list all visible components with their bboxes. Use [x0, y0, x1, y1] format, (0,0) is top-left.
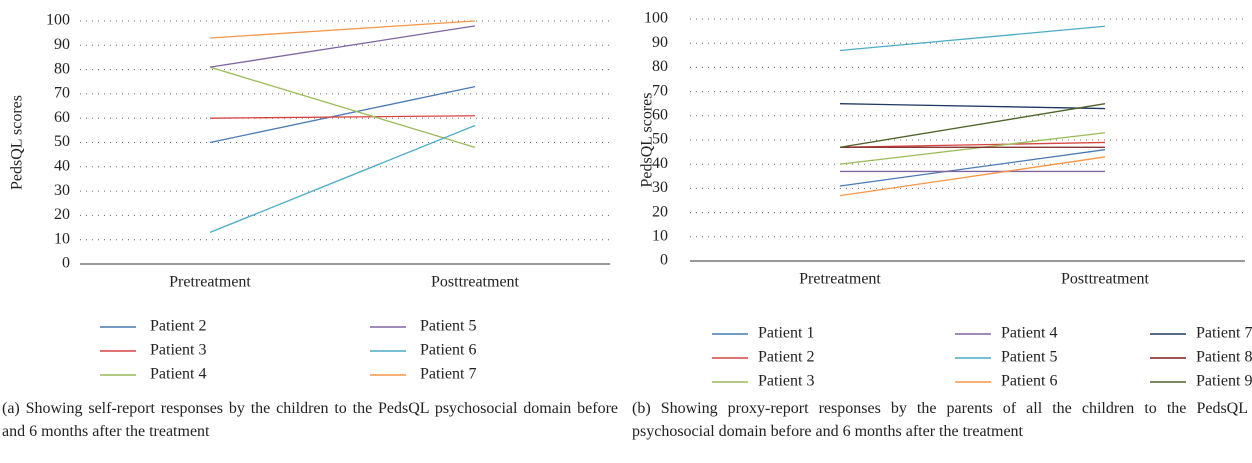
legend-label: Patient 1 [758, 325, 814, 342]
chart: 0 10 20 30 40 50 60 70 80 90 100 PedsQL scores Pretr… [639, 10, 1252, 390]
legend-label: Patient 2 [150, 318, 206, 335]
series-line [209, 85, 476, 144]
legend-label: Patient 4 [150, 366, 206, 383]
chart: 0 10 20 30 40 50 60 70 80 90 100 PedsQL scores Pretr… [9, 12, 610, 383]
y-tick-label: 70 [54, 85, 70, 102]
legend-label: Patient 2 [758, 349, 814, 366]
y-axis-label: PedsQL scores [9, 95, 26, 190]
series-line [839, 25, 1106, 52]
y-tick-label: 30 [54, 182, 70, 199]
y-tick-label: 0 [660, 252, 668, 269]
series-line [209, 124, 476, 234]
y-tick-label: 20 [652, 203, 668, 220]
series-line [839, 141, 1106, 148]
legend-label: Patient 6 [420, 342, 476, 359]
y-tick-label: 0 [62, 255, 70, 272]
y-tick-label: 60 [652, 106, 668, 123]
y-tick-label: 80 [54, 60, 70, 77]
series-line [209, 115, 476, 119]
y-tick-label: 80 [652, 58, 668, 75]
y-tick-label: 30 [652, 179, 668, 196]
series-line [839, 149, 1106, 187]
legend-label: Patient 3 [150, 342, 206, 359]
x-tick-label: Posttreatment [431, 274, 520, 291]
series-line [209, 25, 476, 68]
series-line [839, 132, 1106, 165]
y-tick-label: 20 [54, 206, 70, 223]
legend-label: Patient 7 [1196, 325, 1252, 342]
series-line [839, 156, 1106, 197]
y-tick-label: 100 [644, 10, 668, 27]
legend-label: Patient 8 [1196, 349, 1252, 366]
y-tick-label: 60 [54, 109, 70, 126]
series-line [209, 20, 476, 39]
legend-label: Patient 5 [1001, 349, 1057, 366]
series-line [209, 66, 476, 148]
y-axis-label: PedsQL scores [639, 93, 656, 188]
legend-label: Patient 5 [420, 318, 476, 335]
y-tick-label: 50 [652, 131, 668, 148]
y-tick-label: 70 [652, 82, 668, 99]
y-tick-label: 10 [652, 227, 668, 244]
y-tick-label: 50 [54, 133, 70, 150]
legend-label: Patient 7 [420, 366, 476, 383]
legend-label: Patient 6 [1001, 373, 1057, 390]
x-tick-label: Pretreatment [799, 271, 881, 288]
y-tick-label: 40 [54, 157, 70, 174]
caption: (a) Showing self-report responses by the… [2, 400, 618, 440]
y-tick-label: 10 [54, 230, 70, 247]
caption: (b) Showing proxy-report responses by th… [632, 400, 1248, 440]
legend-label: Patient 9 [1196, 373, 1252, 390]
x-tick-label: Posttreatment [1061, 271, 1150, 288]
y-tick-label: 90 [54, 36, 70, 53]
legend-label: Patient 3 [758, 373, 814, 390]
x-tick-label: Pretreatment [169, 274, 251, 291]
y-tick-label: 40 [652, 155, 668, 172]
y-tick-label: 100 [46, 12, 70, 29]
y-tick-label: 90 [652, 34, 668, 51]
series-line [839, 103, 1106, 110]
legend-label: Patient 4 [1001, 325, 1057, 342]
series-line [839, 103, 1106, 148]
